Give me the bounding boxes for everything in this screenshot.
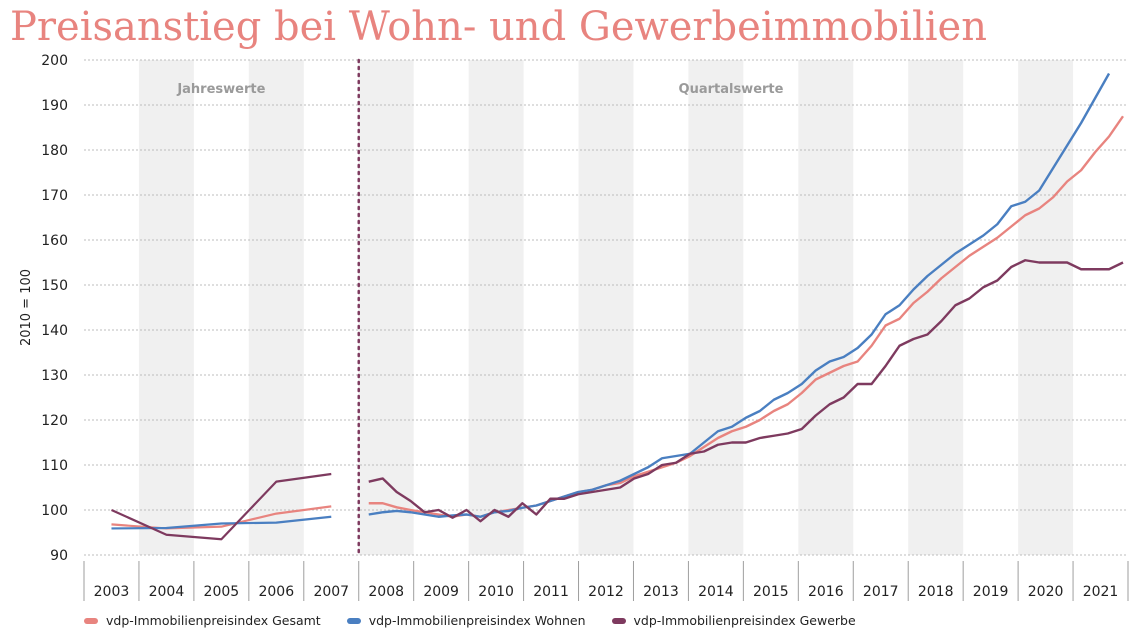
x-tick-label-2004: 2004 — [149, 584, 185, 600]
y-tick-label-90: 90 — [50, 548, 68, 564]
y-tick-label-150: 150 — [41, 278, 68, 294]
x-tick-label-2005: 2005 — [204, 584, 240, 600]
y-tick-label-170: 170 — [41, 188, 68, 204]
band-2014 — [688, 60, 744, 555]
x-tick-label-2011: 2011 — [533, 584, 569, 600]
x-tick-label-2016: 2016 — [808, 584, 844, 600]
band-2012 — [578, 60, 634, 555]
x-tick-label-2018: 2018 — [918, 584, 954, 600]
x-tick-label-2019: 2019 — [973, 584, 1009, 600]
x-tick-label-2013: 2013 — [643, 584, 679, 600]
band-2006 — [248, 60, 304, 555]
y-tick-label-100: 100 — [41, 503, 68, 519]
band-2016 — [798, 60, 854, 555]
legend-swatch-wohnen — [346, 617, 361, 624]
x-tick-label-2017: 2017 — [863, 584, 899, 600]
band-2010 — [468, 60, 524, 555]
y-tick-label-120: 120 — [41, 413, 68, 429]
series-lines — [111, 58, 1124, 557]
legend-label-gewerbe: vdp-Immobilienpreisindex Gewerbe — [633, 613, 856, 628]
annotations: Jahreswerte Quartalswerte — [176, 82, 783, 97]
chart: 90 100 110 120 130 140 150 160 170 180 190 200 2010 … — [19, 53, 1129, 601]
legend-item-gewerbe: vdp-Immobilienpreisindex Gewerbe — [611, 613, 856, 628]
y-tick-label-140: 140 — [41, 323, 68, 339]
y-tick-label-130: 130 — [41, 368, 68, 384]
y-tick-label-180: 180 — [41, 143, 68, 159]
y-axis: 90 100 110 120 130 140 150 160 170 180 190 200 2010 … — [19, 53, 68, 564]
x-tick-label-2010: 2010 — [478, 584, 514, 600]
y-tick-label-160: 160 — [41, 233, 68, 249]
band-2020 — [1018, 60, 1074, 555]
y-tick-label-110: 110 — [41, 458, 68, 474]
x-tick-label-2015: 2015 — [753, 584, 789, 600]
x-tick-label-2003: 2003 — [94, 584, 130, 600]
series-annual-2 — [111, 472, 332, 541]
x-tick-label-2009: 2009 — [423, 584, 459, 600]
series-quarterly-2 — [368, 259, 1124, 523]
x-tick-label-2020: 2020 — [1028, 584, 1064, 600]
annotation-annual: Jahreswerte — [176, 82, 265, 97]
band-2008 — [358, 60, 414, 555]
legend-swatch-gewerbe — [611, 617, 626, 624]
legend-swatch-gesamt — [84, 617, 98, 624]
year-bands — [138, 60, 1074, 555]
legend: vdp-Immobilienpreisindex Gesamt vdp-Immo… — [84, 613, 856, 628]
x-tick-label-2012: 2012 — [588, 584, 624, 600]
x-tick-label-2008: 2008 — [368, 584, 404, 600]
band-2004 — [138, 60, 194, 555]
gridlines — [84, 59, 1128, 556]
legend-item-wohnen: vdp-Immobilienpreisindex Wohnen — [346, 613, 586, 628]
x-tick-label-2007: 2007 — [313, 584, 349, 600]
x-axis: 2003 2004 2005 2006 2007 2008 2009 2010 2011 2012… — [83, 561, 1129, 601]
x-tick-label-2006: 2006 — [258, 584, 294, 600]
y-axis-label: 2010 = 100 — [19, 269, 34, 346]
legend-item-gesamt: vdp-Immobilienpreisindex Gesamt — [84, 613, 321, 628]
chart-title: Preisanstieg bei Wohn- und Gewerbeimmobi… — [10, 4, 987, 50]
legend-label-gesamt: vdp-Immobilienpreisindex Gesamt — [106, 613, 321, 628]
y-tick-label-190: 190 — [41, 98, 68, 114]
x-tick-label-2014: 2014 — [698, 584, 734, 600]
x-tick-label-2021: 2021 — [1083, 584, 1119, 600]
legend-label-wohnen: vdp-Immobilienpreisindex Wohnen — [368, 613, 586, 628]
series-annual-1 — [111, 515, 332, 530]
y-tick-label-200: 200 — [41, 53, 68, 69]
annotation-quarterly: Quartalswerte — [679, 82, 784, 97]
